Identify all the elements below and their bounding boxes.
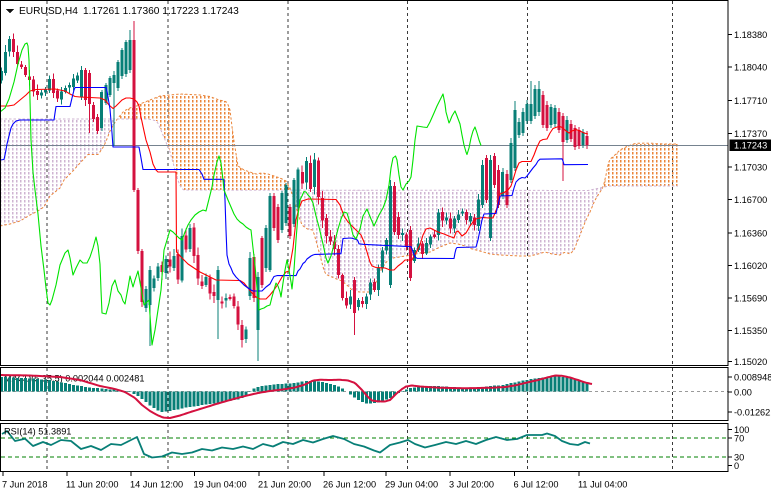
svg-text:1.17030: 1.17030 [734,163,767,173]
svg-text:3 Jul 20:00: 3 Jul 20:00 [449,480,494,490]
svg-text:0.00: 0.00 [734,387,752,397]
svg-text:1.15350: 1.15350 [734,326,767,336]
svg-text:1.15020: 1.15020 [734,357,767,367]
svg-text:11 Jul 04:00: 11 Jul 04:00 [578,480,627,490]
svg-text:1.18380: 1.18380 [734,30,767,40]
svg-text:0.008948: 0.008948 [734,373,771,383]
svg-text:30: 30 [734,452,744,462]
svg-text:1.17710: 1.17710 [734,96,767,106]
svg-text:21 Jun 20:00: 21 Jun 20:00 [258,480,311,490]
svg-text:EURUSD,H4 1.17261 1.17360 1.17: EURUSD,H4 1.17261 1.17360 1.17223 1.1724… [19,6,239,17]
svg-text:1.17243: 1.17243 [734,141,767,151]
svg-text:19 Jun 04:00: 19 Jun 04:00 [194,480,247,490]
svg-text:11 Jun 20:00: 11 Jun 20:00 [66,480,118,490]
svg-text:7 Jun 2018: 7 Jun 2018 [2,480,47,490]
svg-text:26 Jun 12:00: 26 Jun 12:00 [323,480,376,490]
svg-text:RSI(14) 51.3891: RSI(14) 51.3891 [4,427,71,437]
svg-text:14 Jun 12:00: 14 Jun 12:00 [130,480,183,490]
svg-text:1.16360: 1.16360 [734,228,767,238]
svg-text:1.16020: 1.16020 [734,261,767,271]
svg-text:100: 100 [734,425,749,435]
svg-text:1.17370: 1.17370 [734,129,767,139]
svg-text:1.15690: 1.15690 [734,293,767,303]
svg-text:6 Jul 12:00: 6 Jul 12:00 [514,480,559,490]
svg-text:0: 0 [734,461,739,471]
svg-text:29 Jun 04:00: 29 Jun 04:00 [385,480,438,490]
svg-text:1.18040: 1.18040 [734,63,767,73]
svg-text:1.16700: 1.16700 [734,195,767,205]
svg-text:70: 70 [734,434,744,444]
